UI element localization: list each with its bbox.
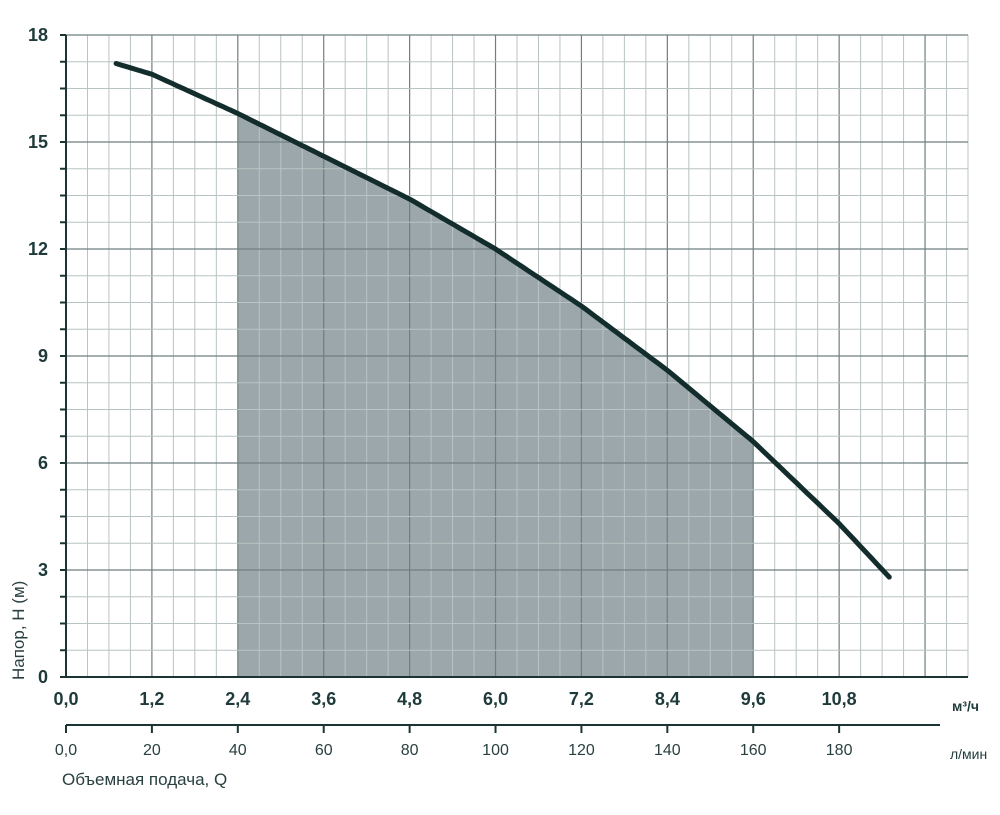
x-tick-label: 8,4: [655, 689, 680, 709]
x2-tick-label: 120: [568, 742, 595, 759]
x-tick-label: 0,0: [53, 689, 78, 709]
x2-tick-label: 20: [143, 742, 161, 759]
y-tick-label: 12: [28, 239, 48, 259]
x2-tick-label: 0,0: [55, 742, 77, 759]
y-tick-label: 15: [28, 132, 48, 152]
x2-tick-label: 140: [654, 742, 681, 759]
pump-head-curve: [113, 61, 892, 580]
x-tick-label: 4,8: [397, 689, 422, 709]
y-axis-label: Напор, Н (м): [9, 581, 28, 680]
x-tick-label: 1,2: [139, 689, 164, 709]
y-tick-label: 9: [38, 346, 48, 366]
x-tick-label: 2,4: [225, 689, 250, 709]
x2-tick-label: 60: [315, 742, 333, 759]
x-tick-label: 3,6: [311, 689, 336, 709]
x-tick-label: 10,8: [822, 689, 857, 709]
y-tick-label: 6: [38, 453, 48, 473]
x2-tick-label: 40: [229, 742, 247, 759]
x-tick-label: 9,6: [741, 689, 766, 709]
x-tick-label: 7,2: [569, 689, 594, 709]
y-tick-label: 3: [38, 560, 48, 580]
x-tick-label: 6,0: [483, 689, 508, 709]
y-tick-label: 0: [38, 667, 48, 687]
x2-tick-label: 160: [740, 742, 767, 759]
x2-tick-label: 80: [401, 742, 419, 759]
x-axis-label: Объемная подача, Q: [62, 770, 227, 789]
x-axis-unit-bottom: л/мин: [950, 746, 987, 762]
y-tick-label: 18: [28, 25, 48, 45]
x-axis-unit-top: м³/ч: [952, 698, 979, 714]
x2-tick-label: 180: [826, 742, 853, 759]
x2-tick-label: 100: [482, 742, 509, 759]
